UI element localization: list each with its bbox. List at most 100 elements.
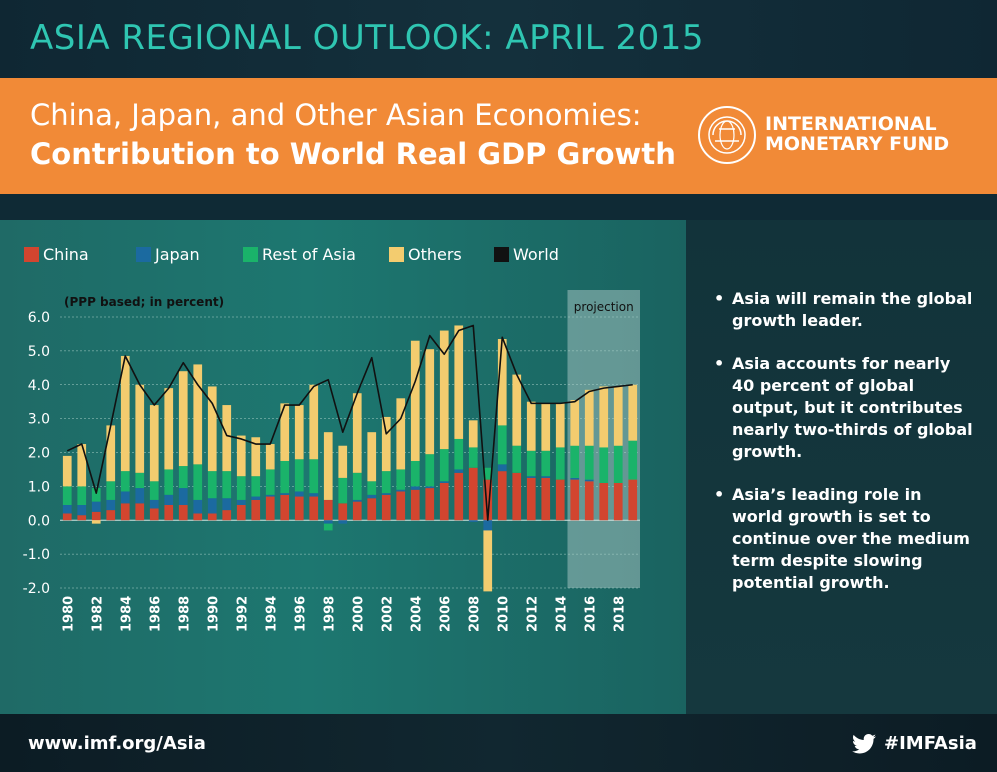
bar-rest-of-asia-1994 — [265, 469, 275, 495]
bar-china-1982 — [91, 511, 101, 521]
bar-others-2012 — [526, 401, 536, 451]
legend-item-rest-of-asia: Rest of Asia — [243, 245, 356, 264]
bar-china-1992 — [236, 505, 246, 521]
bar-others-2014 — [555, 403, 565, 448]
bar-china-1989 — [193, 513, 203, 521]
bar-others-2009 — [483, 530, 493, 592]
bar-japan-1983 — [106, 499, 116, 511]
bar-japan-1996 — [294, 491, 304, 497]
bar-rest-of-asia-2011 — [512, 445, 522, 473]
x-tick-label: 2018 — [612, 596, 627, 632]
bar-others-1989 — [193, 364, 203, 465]
footer — [0, 714, 997, 772]
bar-japan-2007 — [454, 469, 464, 473]
bar-japan-2003 — [396, 489, 406, 492]
x-tick-label: 1992 — [235, 596, 250, 632]
bar-japan-1994 — [265, 494, 275, 497]
bar-japan-1999 — [338, 520, 348, 524]
bar-others-1997 — [309, 384, 319, 460]
bar-rest-of-asia-1996 — [294, 459, 304, 492]
bar-china-2018 — [613, 482, 623, 521]
x-tick-label: 1982 — [90, 596, 105, 632]
x-tick-label: 2008 — [467, 596, 482, 632]
bar-japan-2001 — [367, 494, 377, 499]
y-tick-label: -1.0 — [23, 547, 50, 563]
bar-china-2003 — [396, 491, 406, 521]
legend-swatch-china — [24, 247, 39, 262]
bar-china-1984 — [120, 503, 130, 521]
bar-japan-1997 — [309, 493, 319, 497]
bar-china-1991 — [222, 510, 232, 521]
bar-china-1987 — [164, 505, 174, 521]
twitter-hashtag[interactable]: #IMFAsia — [884, 733, 977, 754]
bar-china-2011 — [512, 472, 522, 521]
bar-japan-2004 — [410, 486, 420, 490]
bar-rest-of-asia-1992 — [236, 476, 246, 500]
bar-rest-of-asia-2018 — [613, 445, 623, 483]
y-tick-label: 2.0 — [28, 446, 50, 462]
x-tick-label: 1988 — [177, 596, 192, 632]
bar-china-1981 — [77, 515, 87, 521]
y-tick-label: 4.0 — [28, 378, 50, 394]
bar-japan-1984 — [120, 491, 130, 504]
x-tick-label: 2010 — [496, 596, 511, 632]
bar-japan-1985 — [135, 488, 145, 504]
bar-japan-1987 — [164, 494, 174, 506]
website-link[interactable]: www.imf.org/Asia — [28, 733, 206, 754]
x-tick-label: 2004 — [409, 596, 424, 632]
bar-others-2006 — [439, 330, 449, 450]
bar-china-2017 — [599, 482, 609, 521]
bar-rest-of-asia-2008 — [468, 447, 478, 468]
imf-seal-icon — [698, 106, 756, 164]
bar-china-2000 — [352, 501, 362, 521]
bar-rest-of-asia-2013 — [541, 450, 551, 477]
bar-china-1980 — [62, 513, 72, 521]
bar-china-2016 — [584, 481, 594, 521]
bar-others-2007 — [454, 325, 464, 439]
bar-rest-of-asia-1999 — [338, 477, 348, 504]
bar-china-1990 — [207, 513, 217, 521]
twitter-icon[interactable] — [852, 734, 876, 754]
bar-japan-2000 — [352, 499, 362, 502]
bar-china-1993 — [251, 499, 261, 521]
bar-others-2008 — [468, 420, 478, 448]
bar-china-1996 — [294, 496, 304, 521]
bar-china-2019 — [628, 479, 638, 521]
x-tick-label: 1996 — [293, 596, 308, 632]
bar-japan-1981 — [77, 505, 87, 516]
bar-rest-of-asia-1984 — [120, 471, 130, 492]
bar-china-1985 — [135, 503, 145, 521]
bar-japan-1989 — [193, 499, 203, 514]
bar-rest-of-asia-1986 — [149, 481, 159, 500]
bar-others-2013 — [541, 403, 551, 451]
y-tick-label: 0.0 — [28, 513, 50, 529]
bar-japan-1998 — [323, 520, 333, 524]
bar-rest-of-asia-1990 — [207, 471, 217, 499]
bar-others-1988 — [178, 371, 188, 467]
bar-others-2018 — [613, 386, 623, 446]
bar-china-2007 — [454, 472, 464, 521]
bar-others-2000 — [352, 393, 362, 473]
x-tick-label: 1990 — [206, 596, 221, 632]
legend-swatch-world — [494, 247, 509, 262]
gdp-contribution-chart: projection 6.0 5.0 4.0 3.0 2.0 1.0 0.0 -1.0 -2.0… — [23, 290, 640, 632]
bar-china-2012 — [526, 477, 536, 521]
bar-others-2015 — [570, 399, 580, 446]
legend-item-others: Others — [389, 245, 462, 264]
y-tick-label: 6.0 — [28, 310, 50, 326]
bar-japan-1980 — [62, 505, 72, 514]
bar-japan-1995 — [280, 493, 290, 495]
text-panel — [686, 220, 997, 714]
x-tick-label: 1986 — [148, 596, 163, 632]
bar-rest-of-asia-2009 — [483, 467, 493, 480]
bar-china-1986 — [149, 508, 159, 521]
bar-rest-of-asia-1985 — [135, 472, 145, 489]
bar-china-1995 — [280, 494, 290, 521]
bar-rest-of-asia-2007 — [454, 438, 464, 470]
y-tick-label: -2.0 — [23, 581, 50, 597]
bar-others-2011 — [512, 374, 522, 446]
bar-rest-of-asia-1989 — [193, 464, 203, 500]
chart-title-line-1: China, Japan, and Other Asian Economies: — [30, 98, 642, 132]
bar-rest-of-asia-2017 — [599, 447, 609, 483]
bar-rest-of-asia-1980 — [62, 486, 72, 506]
